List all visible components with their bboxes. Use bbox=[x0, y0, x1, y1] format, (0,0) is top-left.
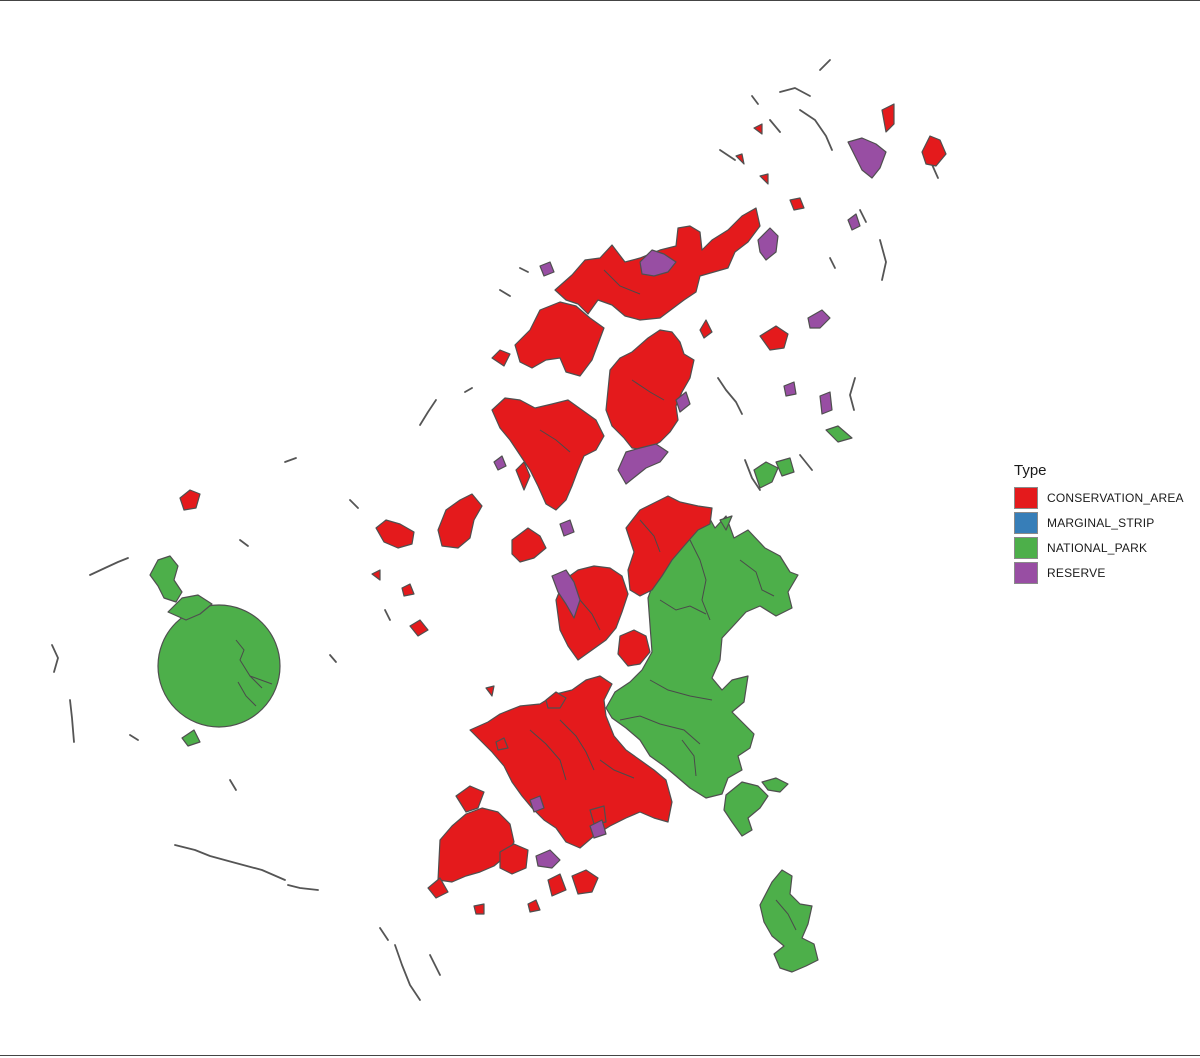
legend-label: CONSERVATION_AREA bbox=[1047, 490, 1184, 505]
conservation-area-central bbox=[605, 329, 695, 451]
reserve-central bbox=[617, 443, 669, 485]
national-park-circle bbox=[157, 604, 281, 728]
legend-label: RESERVE bbox=[1047, 565, 1106, 580]
legend-key-marginal-strip bbox=[1014, 511, 1038, 534]
legend-item-conservation-area: CONSERVATION_AREA bbox=[1014, 485, 1184, 510]
internal-boundaries bbox=[235, 269, 797, 931]
legend-key-conservation-area bbox=[1014, 486, 1038, 509]
frame-top-rule bbox=[0, 0, 1200, 1]
reserve-areas bbox=[493, 137, 887, 869]
national-park-areas bbox=[149, 425, 853, 973]
national-park-south-island bbox=[759, 869, 819, 973]
legend-label: MARGINAL_STRIP bbox=[1047, 515, 1155, 530]
national-park-west-lobe bbox=[167, 594, 213, 621]
conservation-area-east-strip bbox=[625, 495, 713, 597]
national-park-west-tip bbox=[149, 555, 183, 603]
national-park-coastal-fringe bbox=[723, 781, 769, 837]
frame-bottom-rule bbox=[0, 1055, 1200, 1056]
conservation-areas bbox=[179, 103, 947, 915]
conservation-area-mid-west bbox=[491, 397, 605, 511]
legend-item-reserve: RESERVE bbox=[1014, 560, 1184, 585]
legend-key-reserve bbox=[1014, 561, 1038, 584]
legend-key-national-park bbox=[1014, 536, 1038, 559]
reserve-north-east bbox=[847, 137, 887, 179]
legend-title: Type bbox=[1014, 462, 1047, 479]
legend-item-marginal-strip: MARGINAL_STRIP bbox=[1014, 510, 1184, 535]
conservation-area-southern bbox=[469, 675, 673, 849]
legend-label: NATIONAL_PARK bbox=[1047, 540, 1148, 555]
legend-item-national-park: NATIONAL_PARK bbox=[1014, 535, 1184, 560]
marginal-strip-lines bbox=[51, 59, 939, 1001]
conservation-area-north-west bbox=[514, 301, 605, 377]
map-legend: Type CONSERVATION_AREA MARGINAL_STRIP NA… bbox=[1014, 462, 1184, 585]
conservation-area-south-west bbox=[437, 807, 515, 883]
